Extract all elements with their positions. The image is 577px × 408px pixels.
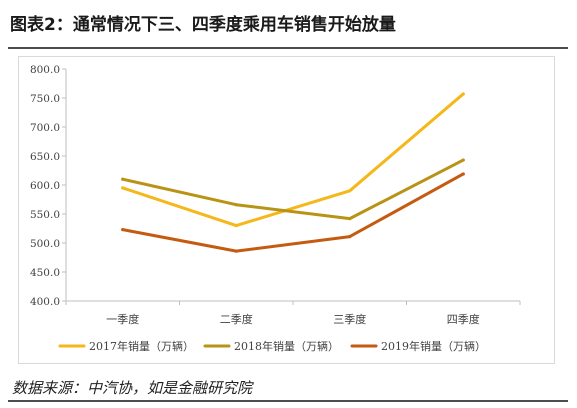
title-divider bbox=[8, 47, 568, 49]
x-tick-label: 一季度 bbox=[106, 312, 139, 326]
data-point bbox=[234, 203, 238, 207]
series-line-1 bbox=[121, 92, 465, 228]
y-tick-label: 500.0 bbox=[30, 238, 60, 250]
data-point bbox=[121, 177, 125, 181]
x-tick-label: 三季度 bbox=[333, 312, 366, 326]
legend-label: 2019年销量（万辆） bbox=[381, 339, 486, 353]
series-line-3 bbox=[121, 172, 465, 253]
data-point bbox=[121, 228, 125, 232]
y-tick-label: 450.0 bbox=[30, 267, 60, 279]
data-point bbox=[234, 224, 238, 228]
data-point bbox=[348, 217, 352, 221]
bottom-divider bbox=[8, 400, 568, 402]
data-point bbox=[348, 189, 352, 193]
y-tick-label: 400.0 bbox=[30, 296, 60, 308]
data-point bbox=[461, 92, 465, 96]
y-tick-label: 750.0 bbox=[30, 93, 60, 105]
figure-title: 图表2：通常情况下三、四季度乘用车销售开始放量 bbox=[10, 15, 396, 35]
source-note: 数据来源：中汽协，如是金融研究院 bbox=[12, 379, 253, 397]
x-tick-label: 四季度 bbox=[447, 312, 480, 326]
y-tick-label: 550.0 bbox=[30, 209, 60, 221]
data-point bbox=[234, 249, 238, 253]
x-tick-label: 二季度 bbox=[220, 312, 253, 326]
data-point bbox=[461, 158, 465, 162]
y-tick-label: 650.0 bbox=[30, 151, 60, 163]
chart-frame bbox=[18, 56, 555, 364]
series-line-2 bbox=[121, 158, 465, 221]
data-point bbox=[461, 172, 465, 176]
legend-label: 2018年销量（万辆） bbox=[234, 339, 339, 353]
y-tick-label: 600.0 bbox=[30, 180, 60, 192]
y-tick-label: 800.0 bbox=[30, 64, 60, 76]
y-tick-label: 700.0 bbox=[30, 122, 60, 134]
legend-label: 2017年销量（万辆） bbox=[89, 339, 194, 353]
data-point bbox=[121, 186, 125, 190]
data-point bbox=[348, 235, 352, 239]
